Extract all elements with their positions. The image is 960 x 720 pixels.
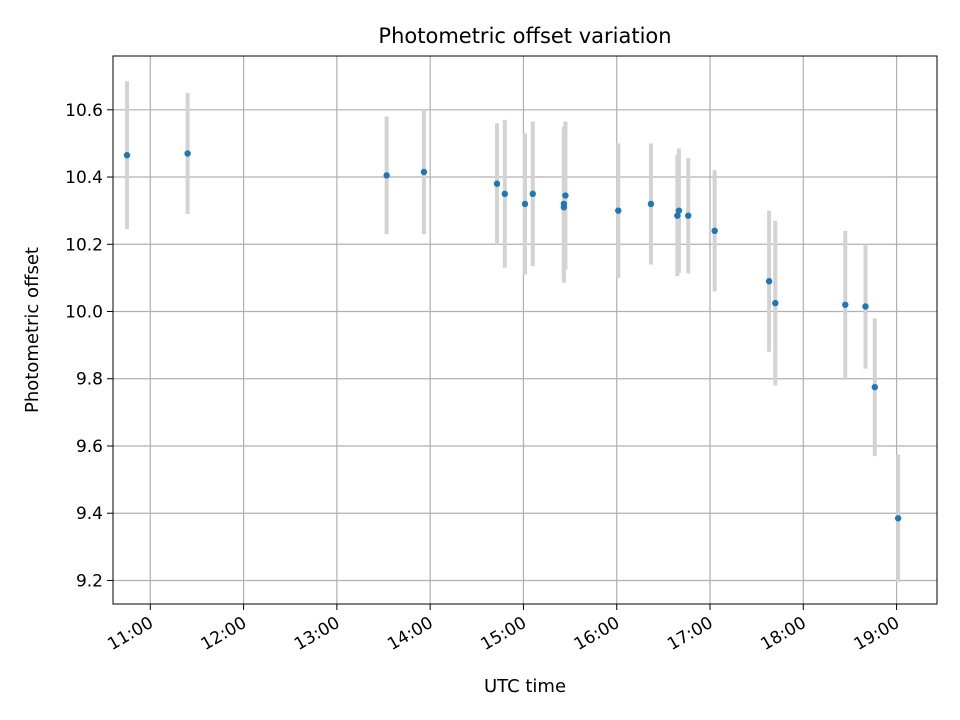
y-tick-label: 10.2 — [65, 235, 103, 255]
data-point — [674, 212, 681, 219]
data-point — [493, 180, 501, 187]
y-tick-label: 9.8 — [76, 370, 103, 390]
y-tick-label: 10.4 — [65, 168, 103, 188]
plot-area-frame — [112, 55, 938, 605]
data-point — [420, 168, 428, 176]
y-tick-label: 10.0 — [65, 303, 103, 323]
y-tick-label: 9.2 — [76, 571, 103, 591]
data-point — [711, 227, 718, 235]
x-tick-label: 15:00 — [478, 613, 530, 655]
y-axis-label: Photometric offset — [22, 247, 43, 413]
data-point — [529, 190, 536, 198]
x-tick-label: 11:00 — [104, 613, 156, 655]
x-tick-label: 12:00 — [198, 613, 250, 655]
data-point — [765, 278, 773, 285]
data-point — [647, 200, 655, 208]
data-point — [675, 207, 683, 214]
data-point — [184, 150, 191, 157]
data-point — [560, 200, 568, 208]
y-tick-label: 10.6 — [65, 101, 103, 121]
x-axis-label: UTC time — [484, 676, 566, 697]
x-tick-label: 14:00 — [384, 613, 436, 655]
y-tick-label: 9.6 — [76, 437, 103, 457]
data-point — [383, 172, 390, 179]
x-tick-label: 18:00 — [757, 613, 809, 655]
data-point — [123, 151, 131, 159]
y-axis-ticks: 9.2 9.4 9.6 9.8 10.0 10.2 10.4 10.6 — [65, 101, 113, 591]
data-point — [615, 207, 622, 214]
data-point — [842, 301, 849, 308]
data-point — [871, 383, 879, 391]
data-point — [772, 299, 779, 307]
x-tick-label: 16:00 — [571, 613, 623, 655]
error-bars — [124, 81, 901, 583]
data-points — [123, 150, 902, 522]
data-point — [862, 303, 869, 310]
x-axis-ticks: 11:00 12:00 13:00 14:00 15:00 16:00 17:00 18:00… — [104, 604, 903, 655]
data-point — [501, 190, 508, 198]
y-tick-label: 9.4 — [76, 504, 103, 524]
data-point — [562, 192, 569, 199]
x-tick-label: 13:00 — [291, 613, 343, 655]
data-point — [685, 212, 692, 219]
x-tick-label: 19:00 — [851, 613, 903, 655]
chart-title: Photometric offset variation — [378, 24, 671, 48]
data-point — [894, 515, 902, 522]
data-point — [521, 200, 529, 208]
x-tick-label: 17:00 — [664, 613, 716, 655]
